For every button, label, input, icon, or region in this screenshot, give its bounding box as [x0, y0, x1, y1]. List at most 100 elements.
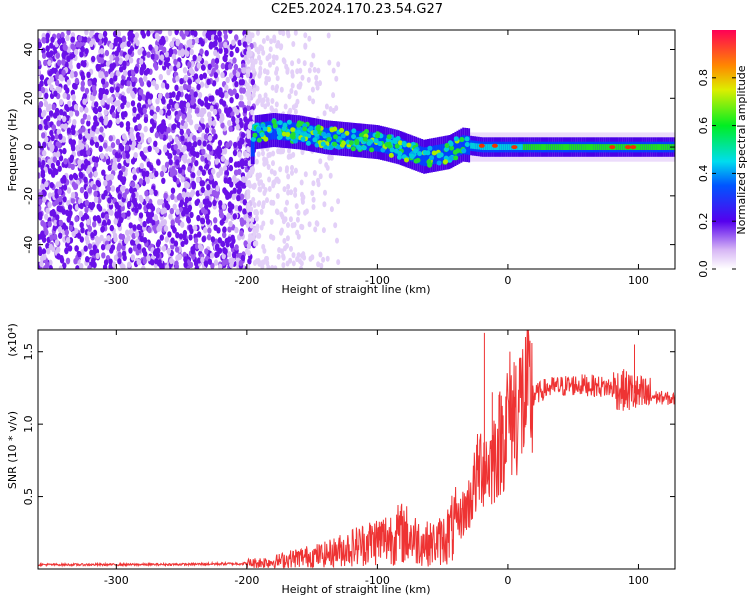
noise-mark [249, 222, 254, 229]
signal-speckle [271, 119, 277, 125]
signal-speckle [333, 134, 338, 140]
noise-mark [242, 41, 247, 48]
noise-mark [99, 153, 105, 160]
noise-mark [200, 207, 206, 214]
noise-mark [223, 55, 228, 63]
noise-mark [158, 38, 164, 46]
signal-band-core [407, 141, 410, 161]
noise-mark [275, 209, 280, 216]
noise-mark [66, 187, 72, 194]
noise-mark [144, 175, 150, 183]
noise-mark [258, 65, 263, 72]
noise-mark [51, 124, 57, 131]
signal-band-core [340, 129, 343, 149]
noise-mark [228, 156, 234, 164]
signal-band-peak [558, 144, 561, 150]
noise-mark [126, 210, 131, 217]
noise-mark [246, 217, 250, 224]
signal-speckle [325, 132, 331, 138]
noise-mark [47, 59, 52, 67]
noise-mark [250, 216, 255, 223]
noise-mark [289, 88, 294, 94]
noise-mark [220, 92, 225, 99]
noise-mark [90, 232, 95, 239]
noise-mark [229, 89, 234, 97]
noise-mark [265, 260, 270, 267]
figure-title: C2E5.2024.170.23.54.G27 [271, 2, 443, 17]
signal-band-peak [585, 144, 588, 150]
noise-mark [246, 172, 251, 179]
signal-band-peak [509, 144, 512, 150]
signal-speckle [341, 140, 347, 146]
noise-mark [137, 203, 142, 210]
noise-mark [44, 180, 49, 188]
noise-mark [59, 109, 64, 116]
noise-mark [191, 38, 196, 46]
signal-speckle [455, 148, 461, 154]
signal-band-peak [642, 144, 645, 150]
noise-mark [184, 30, 189, 36]
noise-mark [329, 206, 334, 213]
noise-mark [167, 30, 173, 37]
signal-speckle [380, 147, 386, 153]
noise-mark [187, 165, 192, 173]
noise-mark [271, 59, 276, 66]
noise-mark [139, 67, 144, 75]
noise-mark [154, 45, 159, 52]
noise-mark [193, 73, 199, 80]
noise-mark [247, 90, 252, 97]
noise-mark [184, 238, 189, 245]
noise-mark [245, 222, 250, 228]
noise-mark [53, 90, 58, 97]
noise-mark [84, 48, 89, 55]
noise-mark [112, 232, 118, 239]
noise-mark [234, 92, 240, 100]
noise-mark [182, 145, 187, 152]
noise-mark [66, 127, 72, 134]
x-tick-label: -100 [365, 274, 390, 287]
noise-mark [239, 121, 244, 129]
noise-mark [186, 216, 191, 223]
noise-mark [211, 168, 216, 175]
noise-mark [182, 157, 188, 164]
noise-mark [248, 115, 254, 122]
noise-mark [61, 208, 66, 215]
noise-mark [113, 100, 119, 107]
noise-mark [84, 87, 90, 95]
noise-mark [38, 211, 43, 218]
noise-mark [191, 172, 196, 179]
noise-mark [70, 197, 76, 204]
noise-mark [58, 99, 64, 106]
noise-mark [46, 248, 51, 255]
noise-mark [66, 79, 72, 86]
noise-mark [325, 255, 330, 262]
noise-mark [175, 75, 180, 82]
noise-mark [161, 177, 166, 184]
noise-mark [234, 244, 239, 251]
noise-mark [128, 222, 133, 229]
noise-mark [214, 63, 219, 70]
signal-band-core [274, 120, 277, 140]
noise-mark [300, 196, 305, 203]
noise-mark [149, 188, 154, 196]
noise-mark [166, 109, 172, 116]
noise-mark [58, 265, 64, 269]
noise-mark [206, 78, 211, 86]
noise-mark [54, 107, 60, 115]
signal-band-core [427, 146, 429, 166]
noise-mark [62, 147, 67, 155]
noise-mark [56, 253, 61, 260]
noise-mark [130, 181, 136, 188]
noise-mark [218, 87, 223, 94]
noise-mark [70, 36, 76, 43]
noise-mark [130, 100, 136, 107]
noise-mark [130, 254, 135, 261]
noise-mark [336, 259, 341, 266]
signal-band-peak [477, 143, 480, 150]
signal-band-peak [546, 144, 549, 150]
signal-speckle [426, 159, 432, 165]
colorbar [712, 30, 736, 269]
signal-band-core [348, 130, 351, 149]
noise-mark [164, 264, 170, 269]
